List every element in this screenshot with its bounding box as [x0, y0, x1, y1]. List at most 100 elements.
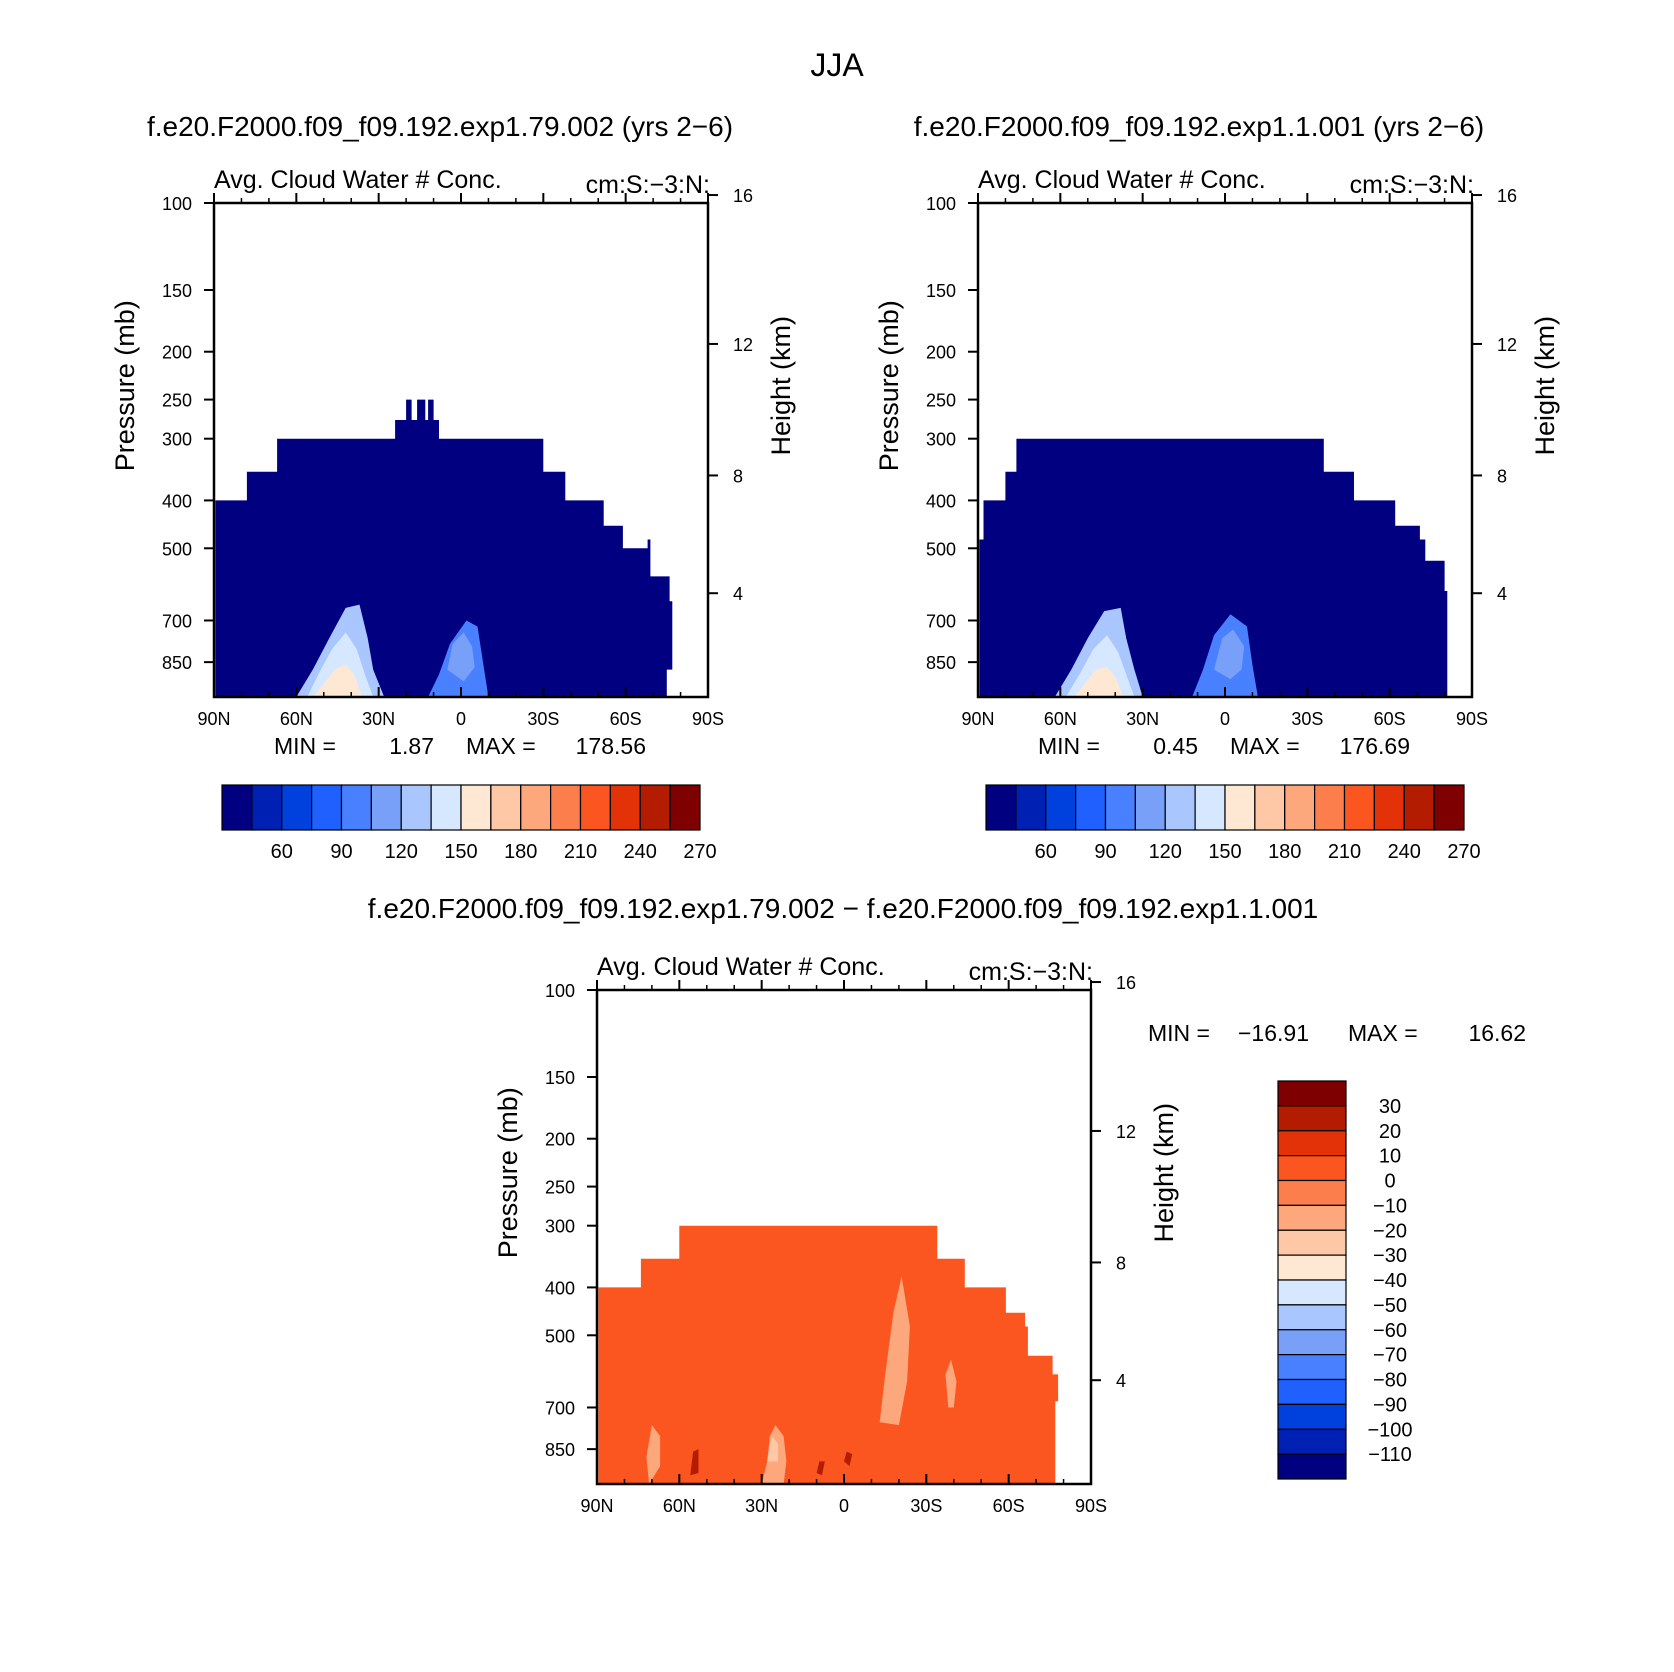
case2-title: f.e20.F2000.f09_f09.192.exp1.1.001 (yrs … — [914, 111, 1485, 142]
y2-axis-label: Height (km) — [1530, 316, 1560, 456]
x-tick-label: 90S — [1456, 709, 1488, 729]
colorbar-box — [579, 784, 611, 831]
y2-tick-label: 8 — [733, 466, 743, 486]
y-tick-label: 500 — [162, 539, 192, 559]
y2-tick-label: 16 — [1497, 186, 1517, 206]
y-tick-label: 200 — [926, 343, 956, 363]
colorbar-box — [1277, 1179, 1347, 1206]
colorbar-box — [1433, 784, 1465, 831]
colorbar-box — [1277, 1279, 1347, 1306]
colorbar-box — [1224, 784, 1256, 831]
colorbar-box — [550, 784, 582, 831]
y2-tick-label: 12 — [733, 335, 753, 355]
colorbar-box — [1277, 1204, 1347, 1231]
x-tick-label: 90S — [692, 709, 724, 729]
x-tick-label: 30N — [362, 709, 395, 729]
x-tick-label: 30S — [1291, 709, 1323, 729]
data-domain — [215, 399, 673, 697]
y-tick-label: 400 — [926, 491, 956, 511]
x-tick-label: 30S — [527, 709, 559, 729]
colorbar-box — [1277, 1354, 1347, 1381]
colorbar-box — [639, 784, 671, 831]
y-tick-label: 500 — [545, 1326, 575, 1346]
colorbar-label: −30 — [1373, 1245, 1407, 1267]
x-tick-label: 60N — [280, 709, 313, 729]
y2-tick-label: 4 — [1116, 1371, 1126, 1391]
data-domain — [598, 1225, 1059, 1484]
colorbar-label: −50 — [1373, 1295, 1407, 1317]
colorbar-label: 210 — [564, 841, 597, 863]
colorbar-box — [221, 784, 253, 831]
y-tick-label: 400 — [545, 1278, 575, 1298]
colorbar-box — [1277, 1080, 1347, 1107]
colorbar-box — [1277, 1229, 1347, 1256]
colorbar-box — [251, 784, 283, 831]
x-tick-label: 0 — [456, 709, 466, 729]
contour-region-6 — [816, 1461, 825, 1476]
colorbar: 60 90 120 150 180 210 240 270 — [985, 784, 1481, 863]
colorbar-box — [490, 784, 522, 831]
colorbar-label: −40 — [1373, 1270, 1407, 1292]
y-tick-label: 300 — [926, 430, 956, 450]
contour-region-1 — [1065, 635, 1135, 697]
y-tick-label: 400 — [162, 491, 192, 511]
contour-region-1 — [767, 1436, 779, 1462]
plot-title: Avg. Cloud Water # Conc. — [597, 953, 885, 981]
y2-tick-label: 12 — [1116, 1122, 1136, 1142]
y-axis-label: Pressure (mb) — [874, 300, 904, 471]
colorbar-box — [311, 784, 343, 831]
colorbar-label: 120 — [385, 841, 418, 863]
x-tick-label: 90N — [197, 709, 230, 729]
colorbar-box — [1277, 1254, 1347, 1281]
y2-tick-label: 8 — [1116, 1253, 1126, 1273]
data-field — [979, 438, 1448, 697]
y-tick-label: 100 — [545, 981, 575, 1001]
colorbar-label: 60 — [1035, 841, 1057, 863]
colorbar: 30 20 10 0−10 −20 −30 −40 −50 −60 −70 −80−90 −100 −1… — [1277, 1080, 1413, 1480]
y2-tick-label: 16 — [733, 186, 753, 206]
colorbar-label: 240 — [1388, 841, 1421, 863]
y-tick-label: 200 — [545, 1130, 575, 1150]
colorbar-box — [281, 784, 313, 831]
x-tick-label: 90N — [961, 709, 994, 729]
x-tick-label: 0 — [839, 1496, 849, 1516]
colorbar-label: 180 — [504, 841, 537, 863]
colorbar-box — [400, 784, 432, 831]
colorbar-label: 120 — [1149, 841, 1182, 863]
colorbar-label: 10 — [1379, 1146, 1401, 1168]
min-value: 0.45 — [1153, 733, 1198, 759]
max-label: MAX = — [1348, 1020, 1418, 1046]
contour-region-4 — [1214, 629, 1245, 680]
plot-title: Avg. Cloud Water # Conc. — [978, 166, 1266, 194]
colorbar-label: 150 — [444, 841, 477, 863]
x-tick-label: 90S — [1075, 1496, 1107, 1516]
y-tick-label: 300 — [162, 430, 192, 450]
max-label: MAX = — [1230, 733, 1300, 759]
difference-title: f.e20.F2000.f09_f09.192.exp1.79.002 − f.… — [368, 893, 1318, 924]
colorbar-box — [1194, 784, 1226, 831]
colorbar: 60 90 120 150 180 210 240 270 — [221, 784, 717, 863]
max-value: 16.62 — [1468, 1020, 1526, 1046]
colorbar-box — [1254, 784, 1286, 831]
contour-region-2 — [879, 1276, 910, 1426]
y-tick-label: 200 — [162, 343, 192, 363]
panel-case1: Avg. Cloud Water # Conc. cm:S:−3:N: 90N 60N… — [110, 166, 796, 863]
colorbar-label: 210 — [1328, 841, 1361, 863]
x-tick-label: 30N — [1126, 709, 1159, 729]
figure-title: JJA — [810, 47, 864, 83]
y2-tick-label: 4 — [733, 584, 743, 604]
y-tick-label: 250 — [162, 391, 192, 411]
colorbar-box — [1015, 784, 1047, 831]
max-value: 176.69 — [1340, 733, 1410, 759]
x-tick-label: 30S — [910, 1496, 942, 1516]
colorbar-label: 90 — [1094, 841, 1116, 863]
colorbar-box — [1277, 1105, 1347, 1132]
colorbar-box — [1403, 784, 1435, 831]
colorbar-label: −70 — [1373, 1345, 1407, 1367]
colorbar-label: 90 — [330, 841, 352, 863]
colorbar-box — [460, 784, 492, 831]
plot-units: cm:S:−3:N: — [969, 958, 1093, 986]
contour-region-1 — [307, 632, 374, 697]
y2-tick-label: 8 — [1497, 466, 1507, 486]
y-tick-label: 700 — [162, 611, 192, 631]
